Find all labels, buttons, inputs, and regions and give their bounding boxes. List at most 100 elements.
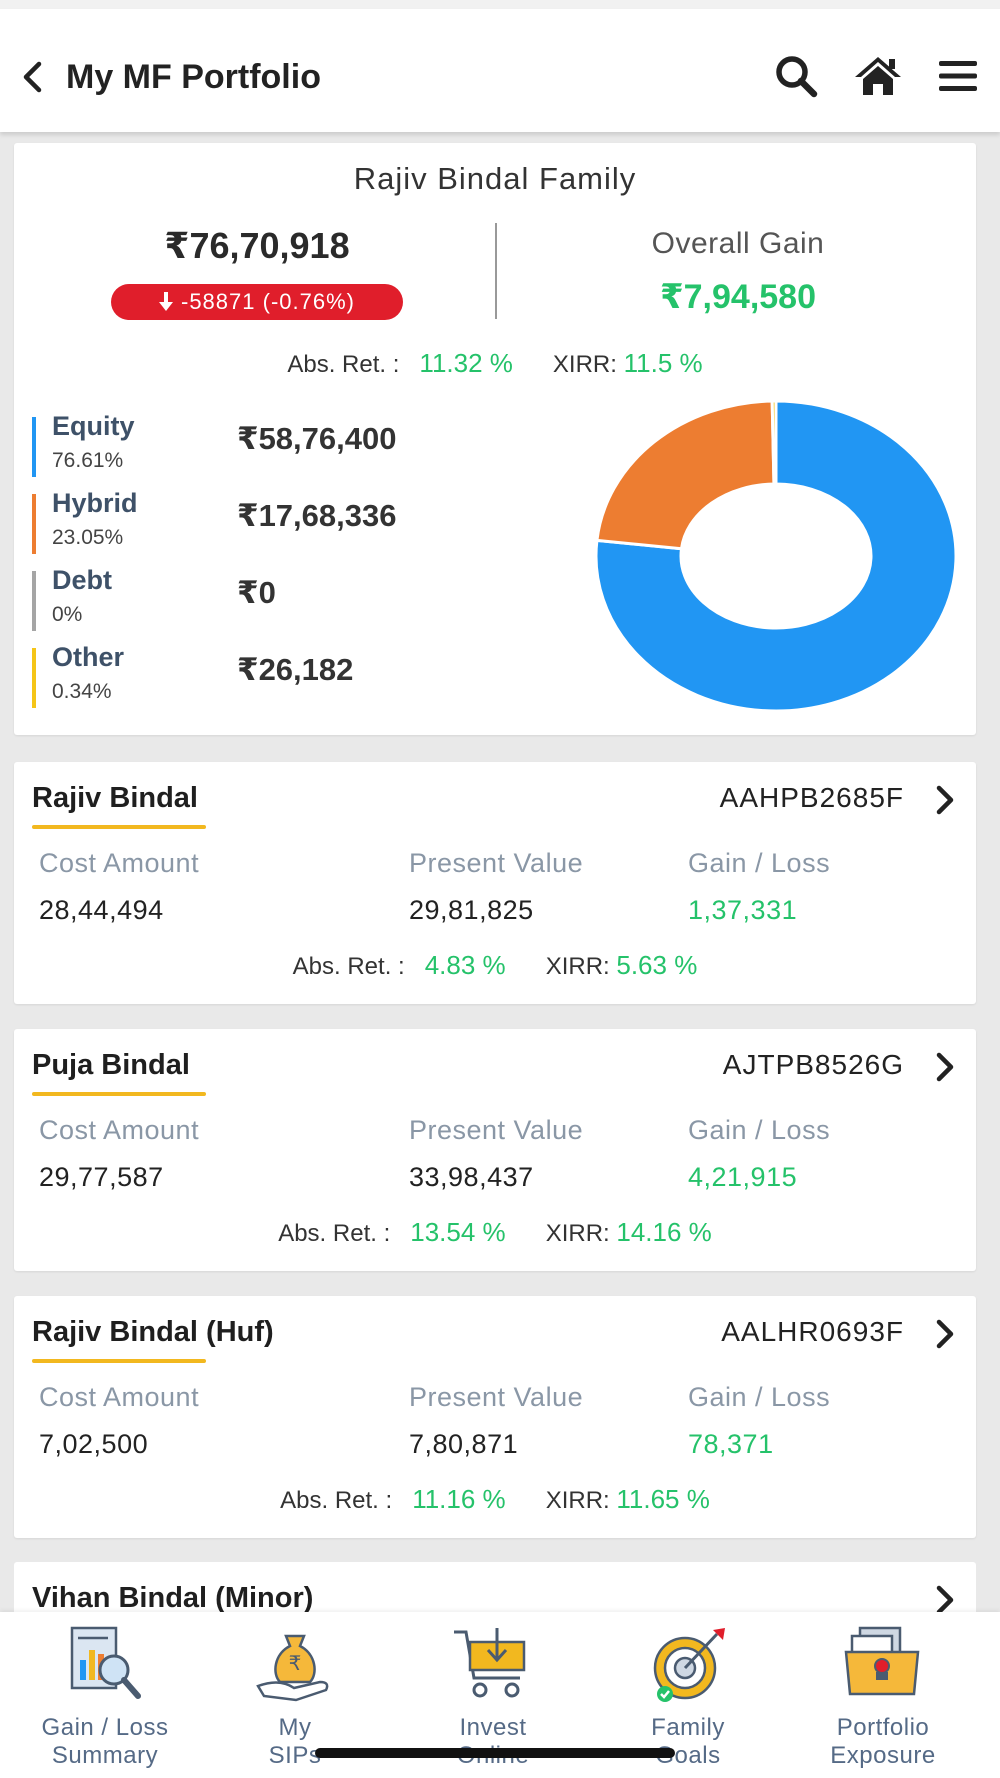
equity-color-bar (32, 417, 36, 477)
hamburger-menu-icon (939, 61, 977, 91)
donut-slice-equity[interactable] (594, 399, 958, 713)
member-name: Vihan Bindal (Minor) (32, 1582, 314, 1614)
member-returns-row: Abs. Ret. : 4.83 % XIRR: 5.63 % (14, 950, 976, 981)
nav-label: InvestOnline (457, 1714, 529, 1769)
allocation-percent: 76.61% (52, 449, 124, 472)
cost-amount-label: Cost Amount (39, 1382, 200, 1412)
family-summary-card: Rajiv Bindal Family ₹76,70,918 -58871 (-… (14, 143, 976, 735)
total-portfolio-value: ₹76,70,918 (164, 225, 350, 266)
money-bag-hand-icon: ₹ (256, 1634, 329, 1702)
allocation-percent: 0.34% (52, 680, 112, 703)
home-icon (855, 57, 901, 95)
member-details-button[interactable] (930, 780, 960, 820)
app-header: My MF Portfolio (0, 9, 1000, 132)
abs-ret-value: 11.16 % (412, 1484, 506, 1514)
overall-gain-value: ₹7,94,580 (659, 278, 816, 316)
abs-ret-value: 11.32 % (419, 348, 513, 378)
cost-amount-value: 7,02,500 (39, 1429, 149, 1459)
allocation-debt: Debt 0% ₹0 (32, 565, 452, 635)
present-value-value: 33,98,437 (409, 1162, 534, 1192)
menu-button[interactable] (930, 46, 986, 106)
chevron-right-icon (936, 1052, 954, 1082)
nav-label: Gain / Loss Summary (41, 1714, 169, 1769)
allocation-amount: ₹58,76,400 (237, 421, 397, 456)
member-returns-row: Abs. Ret. : 13.54 % XIRR: 14.16 % (14, 1217, 976, 1248)
abs-ret-value: 4.83 % (424, 950, 506, 980)
member-returns-row: Abs. Ret. : 11.16 % XIRR: 11.65 % (14, 1484, 976, 1515)
present-value-value: 29,81,825 (409, 895, 534, 925)
shopping-cart-icon (454, 1628, 526, 1698)
present-value-label: Present Value (409, 1115, 584, 1145)
allocation-donut-chart[interactable] (586, 391, 966, 721)
allocation-percent: 23.05% (52, 526, 124, 549)
svg-text:₹: ₹ (289, 1651, 302, 1675)
cost-amount-value: 29,77,587 (39, 1162, 164, 1192)
cost-amount-label: Cost Amount (39, 848, 200, 878)
chevron-right-icon (936, 785, 954, 815)
home-indicator (315, 1748, 675, 1758)
gain-loss-value: 78,371 (688, 1429, 774, 1459)
member-name: Rajiv Bindal (32, 782, 198, 814)
gain-loss-label: Gain / Loss (688, 848, 831, 878)
member-name: Rajiv Bindal (Huf) (32, 1316, 274, 1348)
back-button[interactable] (14, 49, 50, 105)
nav-my-sips[interactable]: ₹ My SIPs (200, 1612, 390, 1778)
page-title: My MF Portfolio (66, 58, 321, 96)
nav-label: Family Goals (651, 1714, 725, 1769)
nav-label: Portfolio Exposure (830, 1714, 936, 1769)
family-name: Rajiv Bindal Family (353, 161, 637, 196)
gain-loss-label: Gain / Loss (688, 1115, 831, 1145)
debt-color-bar (32, 571, 36, 631)
other-color-bar (32, 648, 36, 708)
present-value-label: Present Value (409, 1382, 584, 1412)
nav-portfolio-exposure[interactable]: Portfolio Exposure (788, 1612, 978, 1778)
abs-ret-label: Abs. Ret. : (287, 351, 400, 378)
member-card[interactable]: Puja Bindal AJTPB8526G Cost Amount Prese… (14, 1029, 976, 1271)
briefcase-icon (844, 1626, 920, 1696)
home-button[interactable] (850, 46, 906, 106)
overall-gain-label: Overall Gain (651, 227, 825, 260)
allocation-name: Hybrid (52, 488, 138, 518)
gain-loss-value: 1,37,331 (688, 895, 798, 925)
allocation-name: Other (52, 642, 125, 672)
member-details-button[interactable] (930, 1047, 960, 1087)
allocation-name: Equity (52, 411, 135, 441)
nav-gain-loss-summary[interactable]: Gain / Loss Summary (10, 1612, 200, 1778)
gain-loss-report-icon (70, 1626, 141, 1699)
member-details-button[interactable] (930, 1580, 960, 1620)
abs-ret-label: Abs. Ret. : (278, 1220, 391, 1247)
present-value-label: Present Value (409, 848, 584, 878)
donut-slice-hybrid[interactable] (595, 399, 776, 551)
xirr-label: XIRR: (545, 1220, 610, 1247)
cost-amount-value: 28,44,494 (39, 895, 164, 925)
allocation-equity: Equity 76.61% ₹58,76,400 (32, 411, 452, 481)
member-pan: AJTPB8526G (722, 1049, 904, 1080)
day-change-value: -58871 (-0.76%) (181, 289, 355, 314)
allocation-percent: 0% (52, 603, 83, 626)
member-card[interactable]: Rajiv Bindal AAHPB2685F Cost Amount Pres… (14, 762, 976, 1004)
member-details-button[interactable] (930, 1314, 960, 1354)
xirr-value: 11.65 % (616, 1484, 710, 1514)
member-card[interactable]: Rajiv Bindal (Huf) AALHR0693F Cost Amoun… (14, 1296, 976, 1538)
nav-family-goals[interactable]: Family Goals (593, 1612, 783, 1778)
arrow-down-icon (159, 292, 173, 311)
member-name: Puja Bindal (32, 1049, 190, 1081)
xirr-value: 5.63 % (616, 950, 698, 980)
search-button[interactable] (768, 46, 824, 106)
target-goal-icon (653, 1628, 725, 1702)
status-strip (0, 0, 1000, 9)
allocation-name: Debt (52, 565, 112, 595)
member-name-underline (32, 1359, 206, 1363)
cost-amount-label: Cost Amount (39, 1115, 200, 1145)
day-change-badge: -58871 (-0.76%) (111, 284, 403, 320)
allocation-amount: ₹17,68,336 (237, 498, 397, 533)
xirr-label: XIRR: (552, 351, 617, 378)
allocation-amount: ₹0 (237, 575, 276, 610)
summary-returns-row: Abs. Ret. : 11.32 % XIRR: 11.5 % (14, 348, 976, 379)
xirr-label: XIRR: (545, 1487, 610, 1514)
allocation-other: Other 0.34% ₹26,182 (32, 642, 452, 712)
search-icon (776, 56, 818, 98)
donut-slice-other[interactable] (770, 399, 778, 486)
nav-label: My SIPs (268, 1714, 322, 1769)
member-name-underline (32, 825, 206, 829)
